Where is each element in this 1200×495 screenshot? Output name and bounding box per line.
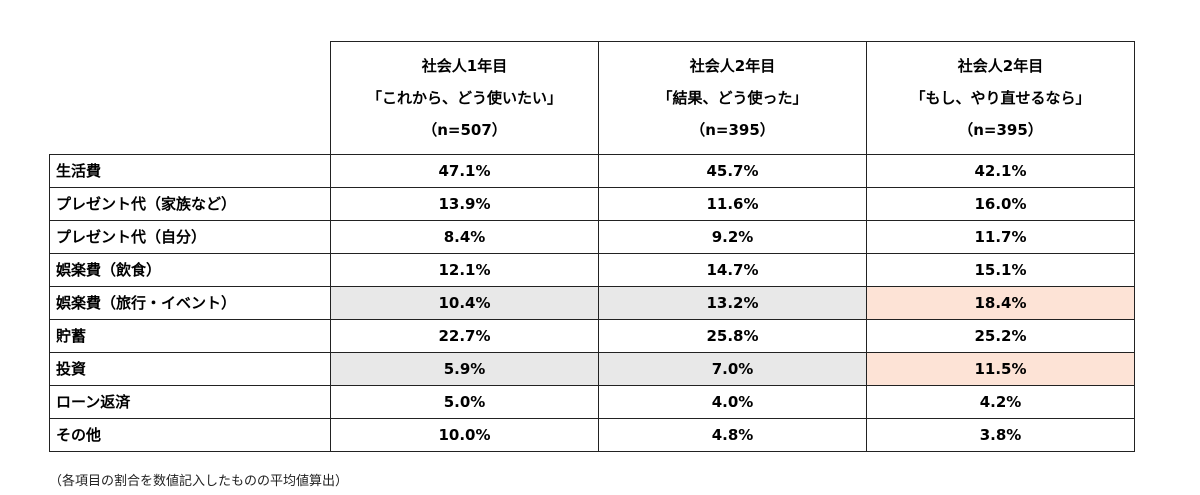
value-cell: 15.1%: [866, 253, 1135, 287]
value-cell: 11.5%: [866, 352, 1135, 386]
value-cell: 8.4%: [330, 220, 599, 254]
table-row: ローン返済 5.0% 4.0% 4.2%: [49, 385, 1135, 419]
value-cell: 13.9%: [330, 187, 599, 221]
row-label: 生活費: [49, 154, 331, 188]
budget-usage-table: 社会人1年目 「これから、どう使いたい」 （n=507） 社会人2年目 「結果、…: [49, 41, 1135, 452]
table-row: その他 10.0% 4.8% 3.8%: [49, 418, 1135, 452]
column-header-title: 社会人2年目: [689, 57, 776, 75]
value-cell: 9.2%: [598, 220, 867, 254]
value-cell: 18.4%: [866, 286, 1135, 320]
value-cell: 3.8%: [866, 418, 1135, 452]
value-cell: 42.1%: [866, 154, 1135, 188]
table-header-row: 社会人1年目 「これから、どう使いたい」 （n=507） 社会人2年目 「結果、…: [49, 41, 1135, 155]
column-header-subtitle: 「もし、やり直せるなら」: [910, 89, 1091, 107]
row-label: 娯楽費（旅行・イベント）: [49, 286, 331, 320]
value-cell: 25.2%: [866, 319, 1135, 353]
value-cell: 25.8%: [598, 319, 867, 353]
value-cell: 5.9%: [330, 352, 599, 386]
column-header-2: 社会人2年目 「結果、どう使った」 （n=395）: [598, 41, 867, 155]
column-header-3: 社会人2年目 「もし、やり直せるなら」 （n=395）: [866, 41, 1135, 155]
column-header-1: 社会人1年目 「これから、どう使いたい」 （n=507）: [330, 41, 599, 155]
value-cell: 7.0%: [598, 352, 867, 386]
value-cell: 22.7%: [330, 319, 599, 353]
value-cell: 13.2%: [598, 286, 867, 320]
value-cell: 10.0%: [330, 418, 599, 452]
value-cell: 4.2%: [866, 385, 1135, 419]
value-cell: 11.6%: [598, 187, 867, 221]
footnote: （各項目の割合を数値記入したものの平均値算出）: [49, 474, 349, 489]
table-row: 貯蓄 22.7% 25.8% 25.2%: [49, 319, 1135, 353]
value-cell: 12.1%: [330, 253, 599, 287]
table-corner-cell: [49, 41, 331, 155]
column-header-sample-size: （n=395）: [690, 121, 775, 139]
table-row: プレゼント代（自分） 8.4% 9.2% 11.7%: [49, 220, 1135, 254]
value-cell: 47.1%: [330, 154, 599, 188]
table-row: プレゼント代（家族など） 13.9% 11.6% 16.0%: [49, 187, 1135, 221]
table-row: 投資 5.9% 7.0% 11.5%: [49, 352, 1135, 386]
value-cell: 4.0%: [598, 385, 867, 419]
value-cell: 16.0%: [866, 187, 1135, 221]
column-header-title: 社会人1年目: [421, 57, 508, 75]
value-cell: 11.7%: [866, 220, 1135, 254]
value-cell: 14.7%: [598, 253, 867, 287]
column-header-title: 社会人2年目: [957, 57, 1044, 75]
row-label: 貯蓄: [49, 319, 331, 353]
value-cell: 4.8%: [598, 418, 867, 452]
value-cell: 10.4%: [330, 286, 599, 320]
column-header-subtitle: 「これから、どう使いたい」: [366, 89, 562, 107]
column-header-sample-size: （n=395）: [958, 121, 1043, 139]
row-label: ローン返済: [49, 385, 331, 419]
table-row: 生活費 47.1% 45.7% 42.1%: [49, 154, 1135, 188]
row-label: その他: [49, 418, 331, 452]
row-label: 投資: [49, 352, 331, 386]
table-row: 娯楽費（飲食） 12.1% 14.7% 15.1%: [49, 253, 1135, 287]
value-cell: 45.7%: [598, 154, 867, 188]
column-header-subtitle: 「結果、どう使った」: [657, 89, 808, 107]
table-body: 生活費 47.1% 45.7% 42.1% プレゼント代（家族など） 13.9% 11.6%…: [49, 154, 1135, 452]
row-label: プレゼント代（自分）: [49, 220, 331, 254]
row-label: 娯楽費（飲食）: [49, 253, 331, 287]
column-header-sample-size: （n=507）: [422, 121, 507, 139]
row-label: プレゼント代（家族など）: [49, 187, 331, 221]
value-cell: 5.0%: [330, 385, 599, 419]
table-row: 娯楽費（旅行・イベント） 10.4% 13.2% 18.4%: [49, 286, 1135, 320]
